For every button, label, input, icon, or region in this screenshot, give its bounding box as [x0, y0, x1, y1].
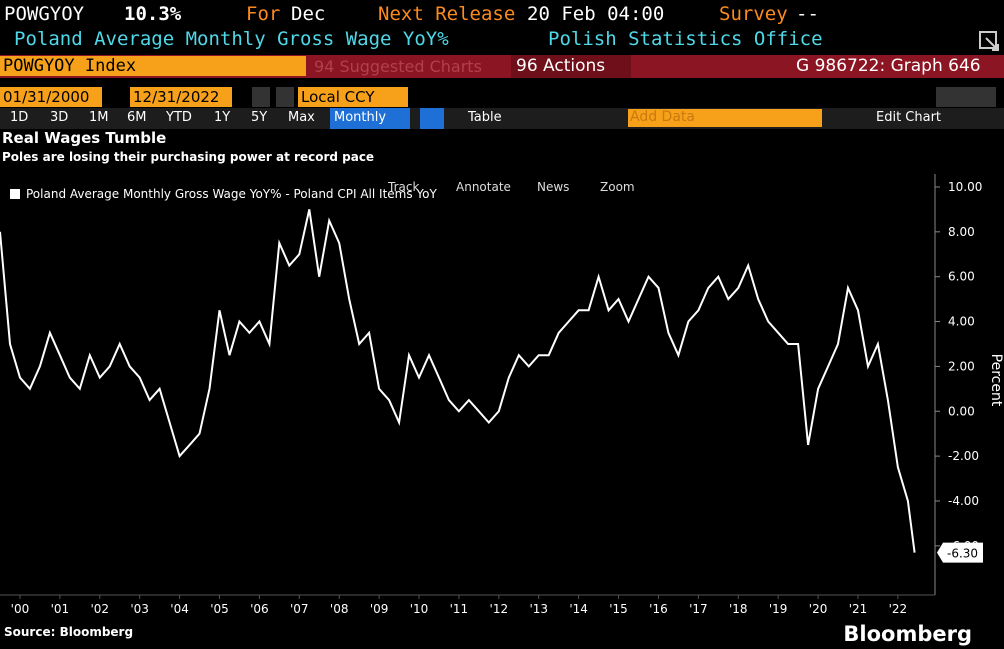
edit-chart[interactable]: Edit Chart [876, 110, 942, 125]
y-tick-label: -4.00 [948, 494, 979, 508]
toolbar: Monthly Table Add Data Edit Chart 1D 3D 1M… [0, 108, 1004, 129]
range-button[interactable]: 1D [10, 110, 29, 125]
y-axis-label: Percent [988, 354, 1004, 407]
x-tick-label: '08 [330, 602, 349, 616]
tool-button[interactable]: News [537, 180, 569, 194]
x-tick-label: '16 [649, 602, 668, 616]
frequency[interactable]: Monthly [334, 110, 387, 125]
y-tick-label: 8.00 [948, 225, 975, 239]
chart-title: Real Wages Tumble [2, 130, 166, 147]
frequency-bg [330, 108, 410, 129]
x-tick-label: '20 [809, 602, 828, 616]
survey-label: Survey [719, 3, 788, 25]
undo-redo[interactable] [936, 87, 996, 107]
survey-value: -- [796, 3, 819, 25]
brand: Bloomberg [843, 622, 972, 646]
range-button[interactable]: Max [288, 110, 315, 125]
last-value-label: -6.30 [947, 547, 978, 561]
y-tick-label: 6.00 [948, 270, 975, 284]
x-tick-label: '22 [889, 602, 908, 616]
tool-button[interactable]: Zoom [600, 180, 635, 194]
chart-subtitle: Poles are losing their purchasing power … [2, 150, 374, 164]
graph-id: G 986722: Graph 646 [796, 56, 981, 76]
x-tick-label: '18 [729, 602, 748, 616]
tool-button[interactable]: Track [387, 180, 419, 194]
x-tick-label: '12 [490, 602, 509, 616]
actions-bg [511, 55, 631, 78]
ticker: POWGYOY [4, 3, 85, 25]
x-tick-label: '17 [689, 602, 708, 616]
x-tick-label: '09 [370, 602, 389, 616]
x-tick-label: '10 [410, 602, 429, 616]
currency[interactable]: Local CCY [298, 87, 408, 107]
for-value: Dec [291, 3, 326, 25]
source: Source: Bloomberg [4, 625, 133, 639]
add-data-bg [628, 109, 822, 127]
y-tick-label: -2.00 [948, 449, 979, 463]
range-button[interactable]: 3D [50, 110, 69, 125]
release-value: 20 Feb 04:00 [527, 3, 665, 25]
y-tick-label: 0.00 [948, 404, 975, 418]
for-label: For [246, 3, 281, 25]
start-date[interactable]: 01/31/2000 [0, 87, 102, 107]
y-tick-label: 2.00 [948, 359, 975, 373]
chart: Real Wages Tumble Poles are losing their… [0, 130, 1004, 646]
x-tick-label: '00 [11, 602, 30, 616]
x-tick-label: '07 [290, 602, 309, 616]
table-button[interactable]: Table [468, 110, 502, 125]
x-tick-label: '15 [609, 602, 628, 616]
range-button[interactable]: 1Y [214, 110, 231, 125]
source-office: Polish Statistics Office [548, 28, 823, 50]
next-button[interactable] [276, 87, 294, 107]
x-tick-label: '13 [529, 602, 548, 616]
actions-button[interactable]: 96 Actions [516, 56, 606, 76]
popout-icon[interactable] [978, 30, 1000, 52]
chart-type[interactable] [420, 108, 444, 129]
command-bar: POWGYOY Index 94 Suggested Charts 96 Act… [0, 55, 1004, 78]
x-tick-label: '14 [569, 602, 588, 616]
last-value: 10.3% [124, 3, 182, 25]
x-tick-label: '21 [849, 602, 868, 616]
x-tick-label: '03 [130, 602, 149, 616]
range-button[interactable]: 6M [127, 110, 147, 125]
x-tick-label: '19 [769, 602, 788, 616]
x-tick-label: '04 [170, 602, 189, 616]
end-date[interactable]: 12/31/2022 [130, 87, 232, 107]
range-button[interactable]: 1M [89, 110, 109, 125]
line-series [0, 209, 916, 553]
y-tick-label: 4.00 [948, 315, 975, 329]
tool-button[interactable]: Annotate [456, 180, 511, 194]
description: Poland Average Monthly Gross Wage YoY% [14, 28, 449, 50]
x-tick-label: '06 [250, 602, 269, 616]
release-label: Next Release [378, 3, 516, 25]
y-tick-label: 10.00 [948, 180, 982, 194]
x-tick-label: '01 [51, 602, 70, 616]
add-data[interactable]: Add Data [630, 109, 695, 125]
x-tick-label: '11 [450, 602, 469, 616]
suggested-charts[interactable]: 94 Suggested Charts [314, 57, 482, 76]
legend-swatch [10, 189, 20, 199]
range-button[interactable]: YTD [166, 110, 192, 125]
prev-button[interactable] [252, 87, 270, 107]
security-input[interactable]: POWGYOY Index [0, 56, 306, 76]
legend-label: Poland Average Monthly Gross Wage YoY% -… [26, 187, 437, 201]
last-value-box [937, 542, 983, 563]
x-tick-label: '02 [90, 602, 109, 616]
range-button[interactable]: 5Y [251, 110, 268, 125]
x-tick-label: '05 [210, 602, 229, 616]
